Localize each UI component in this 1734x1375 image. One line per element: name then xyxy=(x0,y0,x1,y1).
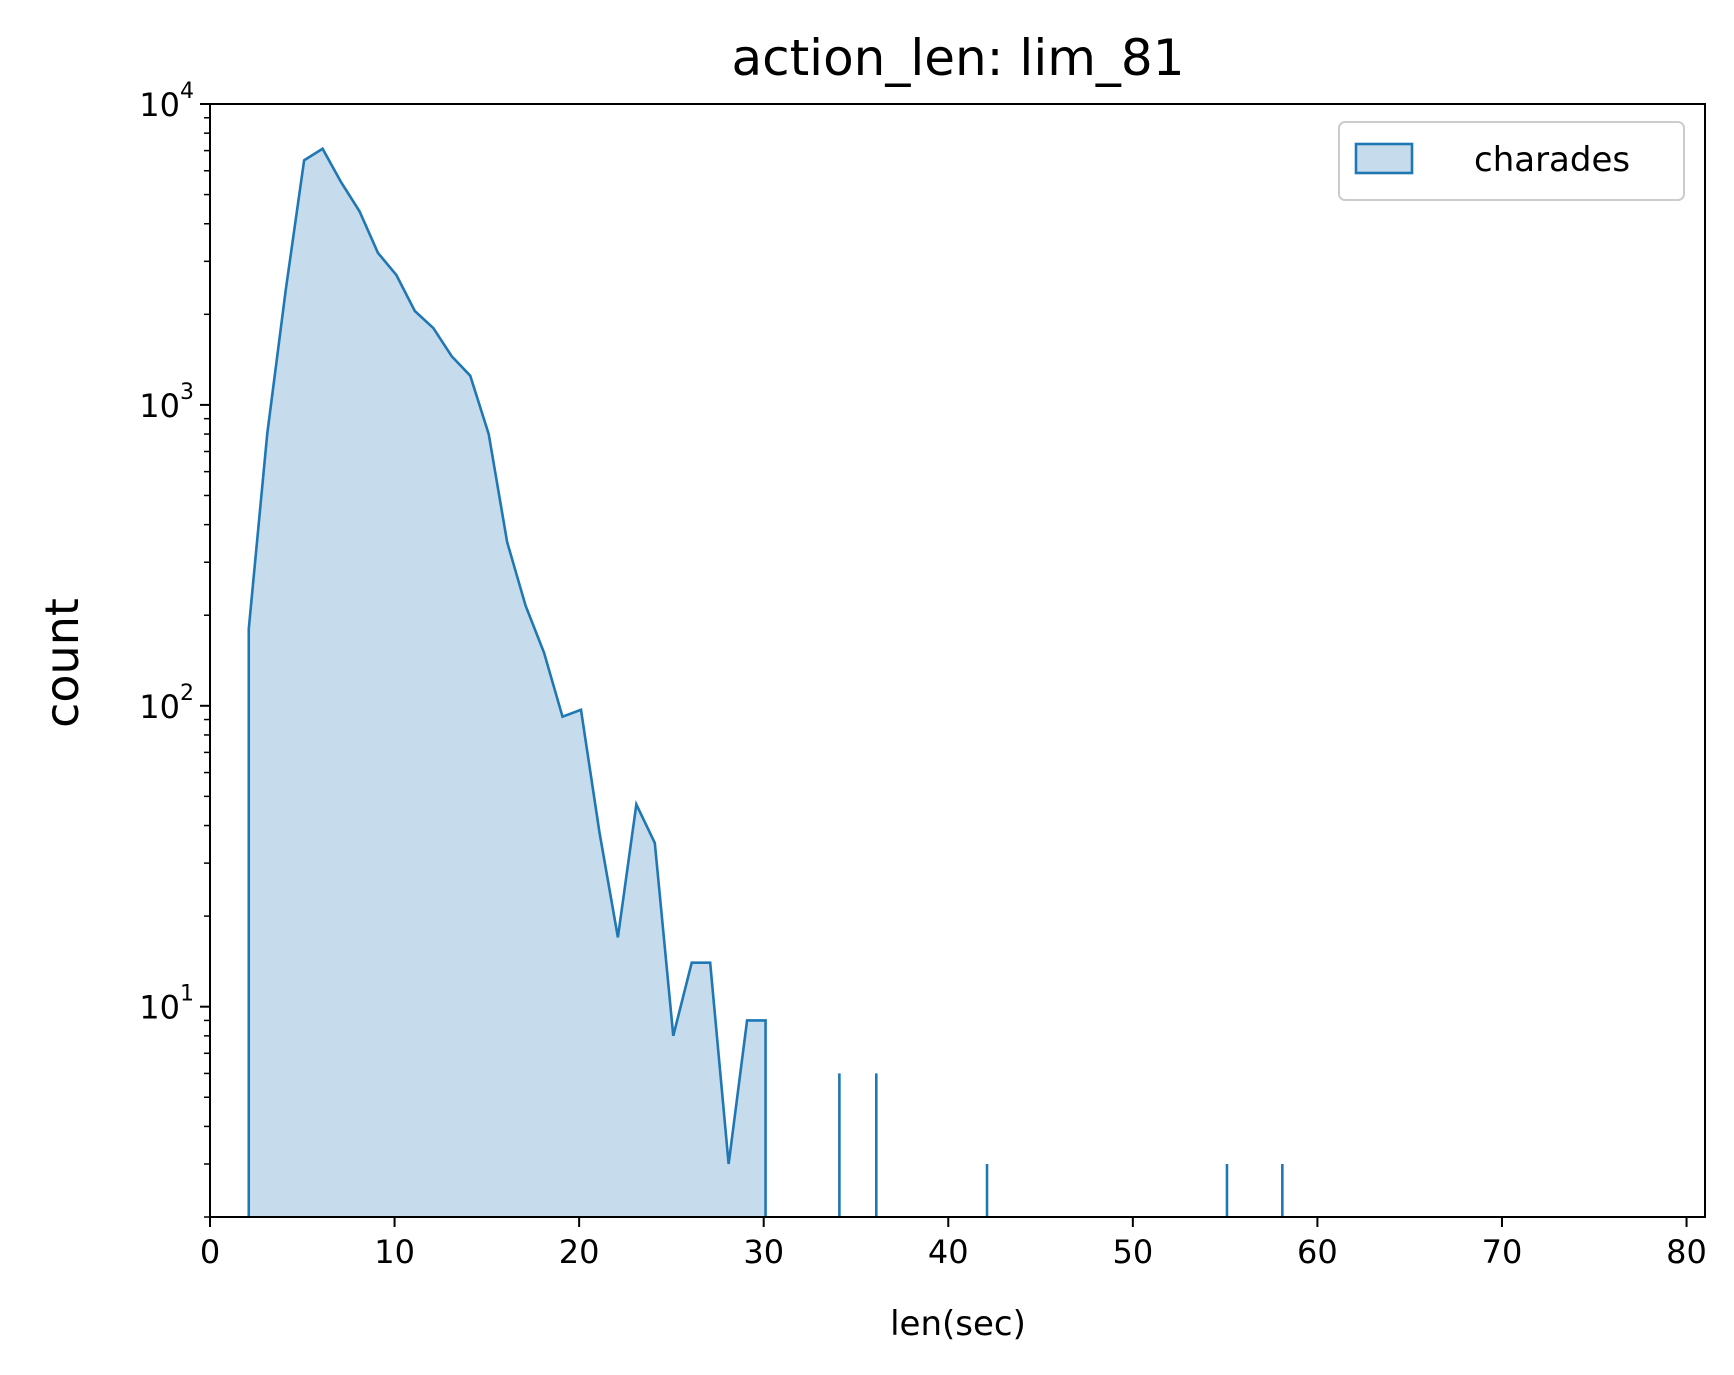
x-tick-label: 50 xyxy=(1112,1233,1153,1271)
y-axis-label: count xyxy=(35,598,89,728)
y-tick-base: 10 xyxy=(139,86,180,124)
x-tick-label: 80 xyxy=(1666,1233,1707,1271)
y-tick-label: 104 xyxy=(139,79,194,124)
x-tick-label: 20 xyxy=(559,1233,600,1271)
legend: charades xyxy=(1338,121,1685,201)
plot-frame xyxy=(209,103,1706,1218)
x-tick-label: 10 xyxy=(374,1233,415,1271)
chart-title: action_len: lim_81 xyxy=(731,29,1184,87)
y-tick-base: 10 xyxy=(139,387,180,425)
x-tick-label: 30 xyxy=(743,1233,784,1271)
x-tick-label: 0 xyxy=(200,1233,220,1271)
legend-box xyxy=(1338,121,1685,201)
y-tick-exponent: 1 xyxy=(180,982,194,1007)
x-tick-label: 70 xyxy=(1482,1233,1523,1271)
x-tick-label: 60 xyxy=(1297,1233,1338,1271)
x-tick-label: 40 xyxy=(928,1233,969,1271)
y-tick-exponent: 4 xyxy=(180,79,194,104)
y-tick-label: 102 xyxy=(139,681,194,726)
series-line xyxy=(247,146,767,1217)
y-tick-base: 10 xyxy=(139,989,180,1027)
legend-label: charades xyxy=(1474,140,1630,180)
y-tick-label: 103 xyxy=(139,380,194,425)
y-tick-base: 10 xyxy=(139,688,180,726)
legend-swatch xyxy=(1354,142,1414,175)
y-tick-label: 101 xyxy=(139,982,194,1027)
y-tick-exponent: 3 xyxy=(180,380,194,405)
x-axis-label: len(sec) xyxy=(890,1304,1026,1344)
series-area xyxy=(248,148,766,1217)
y-tick-exponent: 2 xyxy=(180,681,194,706)
